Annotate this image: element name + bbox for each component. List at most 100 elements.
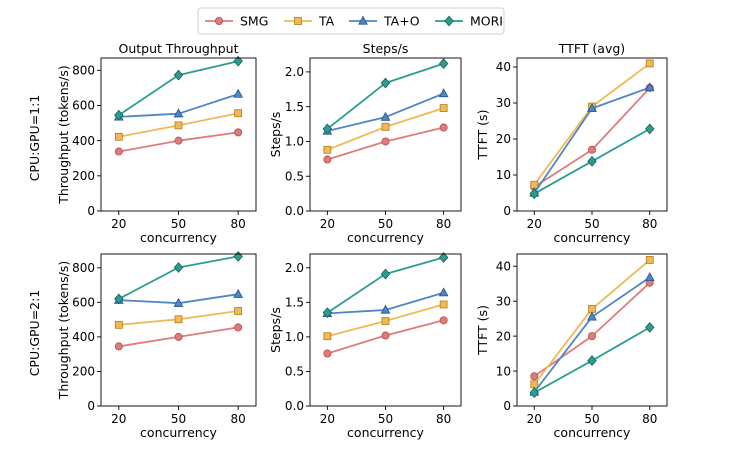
legend-label-mori: MORI bbox=[470, 14, 503, 29]
panel-title: TTFT (avg) bbox=[558, 41, 625, 56]
y-tick-label: 0.5 bbox=[285, 365, 304, 379]
y-tick-label: 0 bbox=[503, 399, 511, 413]
y-tick-label: 800 bbox=[72, 261, 95, 275]
y-axis-label: Steps/s bbox=[268, 112, 283, 158]
data-point-smg-20 bbox=[323, 349, 332, 358]
data-point-ta-20 bbox=[114, 132, 123, 141]
data-point-mori-50 bbox=[173, 69, 184, 81]
x-tick-label: 20 bbox=[527, 217, 542, 231]
data-point-ta-20 bbox=[530, 180, 539, 189]
plot-frame bbox=[516, 57, 668, 212]
x-tick-label: 20 bbox=[111, 217, 126, 231]
y-tick-label: 1.0 bbox=[285, 330, 304, 344]
legend-label-ta-o: TA+O bbox=[383, 14, 420, 29]
panel-1-1: 0 200 400 600 800 20 50 80 concurrency Throughput… bbox=[56, 41, 257, 245]
y-tick-label: 20 bbox=[496, 329, 511, 343]
legend-marker-ta-o bbox=[358, 15, 368, 25]
data-point-smg-50 bbox=[588, 145, 597, 154]
data-point-ta-o-50 bbox=[380, 111, 391, 121]
row-label-1: CPU:GPU=1:1 bbox=[27, 95, 42, 182]
data-point-smg-20 bbox=[323, 155, 332, 164]
y-tick-label: 20 bbox=[496, 132, 511, 146]
data-point-ta-o-50 bbox=[587, 103, 597, 112]
x-tick-label: 50 bbox=[378, 217, 393, 231]
data-point-mori-20 bbox=[529, 387, 539, 399]
data-point-mori-80 bbox=[438, 58, 449, 69]
plot-frame bbox=[100, 253, 257, 407]
plot-frame bbox=[100, 57, 257, 212]
legend: SMG TA TA+O MORI bbox=[197, 7, 505, 35]
data-point-ta-o-80 bbox=[644, 272, 655, 282]
data-point-smg-50 bbox=[174, 332, 183, 341]
y-tick-label: 0.5 bbox=[285, 169, 304, 183]
y-tick-label: 200 bbox=[72, 365, 95, 379]
data-point-smg-80 bbox=[234, 323, 243, 332]
y-tick-label: 200 bbox=[72, 169, 95, 183]
data-point-ta-o-80 bbox=[644, 82, 655, 92]
y-tick-label: 1.0 bbox=[285, 135, 304, 149]
data-point-smg-20 bbox=[114, 147, 123, 156]
y-tick-label: 40 bbox=[496, 60, 511, 74]
x-tick-label: 20 bbox=[320, 217, 335, 231]
legend-marker-mori bbox=[444, 15, 454, 27]
y-tick-label: 0 bbox=[87, 204, 95, 218]
y-tick-label: 400 bbox=[72, 134, 95, 148]
x-tick-label: 80 bbox=[436, 217, 451, 231]
data-point-ta-80 bbox=[439, 300, 448, 309]
panel-2-1: 0 200 400 600 800 20 50 80 concurrency Throughput… bbox=[56, 251, 257, 440]
data-point-mori-20 bbox=[114, 109, 124, 121]
data-point-mori-80 bbox=[438, 252, 449, 263]
y-tick-label: 10 bbox=[496, 364, 511, 378]
x-axis-label: concurrency bbox=[347, 425, 425, 440]
x-tick-label: 50 bbox=[171, 412, 186, 426]
data-point-mori-50 bbox=[587, 355, 597, 366]
data-point-mori-50 bbox=[587, 155, 597, 167]
data-point-ta-20 bbox=[323, 332, 332, 341]
x-tick-label: 50 bbox=[584, 412, 599, 426]
data-point-smg-20 bbox=[114, 342, 123, 351]
row-label-2: CPU:GPU=2:1 bbox=[27, 290, 42, 377]
legend-label-ta: TA bbox=[318, 14, 335, 29]
data-point-mori-80 bbox=[233, 251, 243, 262]
x-axis-label: concurrency bbox=[140, 230, 218, 245]
data-point-smg-50 bbox=[381, 331, 390, 340]
data-point-mori-80 bbox=[645, 123, 655, 135]
data-point-smg-80 bbox=[234, 128, 243, 137]
data-point-smg-50 bbox=[381, 137, 390, 146]
data-point-mori-20 bbox=[529, 188, 539, 200]
y-tick-label: 30 bbox=[496, 294, 511, 308]
data-point-ta-80 bbox=[234, 109, 243, 118]
x-axis-label: concurrency bbox=[347, 230, 425, 245]
y-tick-label: 600 bbox=[72, 296, 95, 310]
series-line-mori bbox=[118, 60, 239, 116]
y-tick-label: 400 bbox=[72, 330, 95, 344]
y-tick-label: 600 bbox=[72, 99, 95, 113]
data-point-mori-20 bbox=[322, 307, 333, 319]
y-tick-label: 10 bbox=[496, 168, 511, 182]
data-point-mori-80 bbox=[645, 321, 655, 333]
x-tick-label: 50 bbox=[584, 217, 599, 231]
y-axis-label: Throughput (tokens/s) bbox=[56, 261, 71, 401]
x-axis-label: concurrency bbox=[554, 425, 632, 440]
data-point-ta-o-80 bbox=[438, 287, 449, 297]
x-tick-label: 50 bbox=[171, 217, 186, 231]
row-labels: CPU:GPU=1:1 CPU:GPU=2:1 bbox=[27, 95, 42, 377]
y-axis-label: TTFT (s) bbox=[475, 110, 490, 161]
y-axis-label: Throughput (tokens/s) bbox=[56, 65, 71, 205]
data-point-mori-20 bbox=[114, 293, 124, 305]
panel-1-3: 0 10 20 30 40 20 50 80 concurrency TTFT (s) TTFT (… bbox=[475, 41, 668, 245]
data-point-ta-20 bbox=[114, 320, 123, 329]
data-point-mori-20 bbox=[322, 123, 333, 135]
data-point-mori-50 bbox=[380, 268, 391, 280]
data-point-ta-o-80 bbox=[233, 288, 244, 298]
x-tick-label: 80 bbox=[436, 412, 451, 426]
data-point-ta-o-50 bbox=[173, 297, 184, 307]
data-point-ta-o-50 bbox=[173, 108, 184, 118]
data-point-ta-o-50 bbox=[587, 311, 597, 321]
panel-2-3: 0 10 20 30 40 20 50 80 concurrency TTFT (s) bbox=[475, 253, 668, 440]
data-point-ta-o-50 bbox=[380, 304, 391, 314]
data-point-smg-50 bbox=[588, 332, 597, 341]
y-tick-label: 0 bbox=[503, 204, 511, 218]
